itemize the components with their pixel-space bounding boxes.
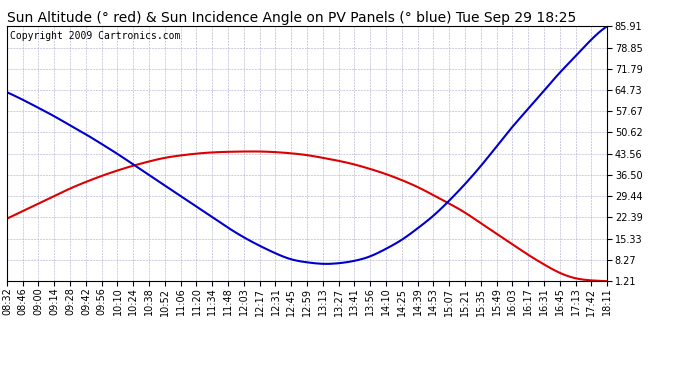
Text: Copyright 2009 Cartronics.com: Copyright 2009 Cartronics.com bbox=[10, 32, 180, 41]
Text: Sun Altitude (° red) & Sun Incidence Angle on PV Panels (° blue) Tue Sep 29 18:2: Sun Altitude (° red) & Sun Incidence Ang… bbox=[7, 11, 576, 25]
